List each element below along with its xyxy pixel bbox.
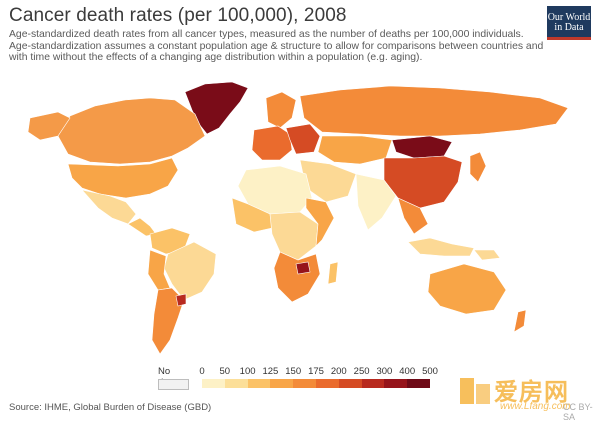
legend-tick-label: 200 [330,366,347,377]
region-southeast-asia[interactable] [397,197,429,235]
watermark-logo-icon [460,378,490,404]
license-note: CC BY-SA [563,402,593,422]
region-eastern-europe[interactable] [285,123,321,155]
legend-tick-label: 250 [353,366,370,377]
legend-color-swatch [338,379,362,388]
legend-tick-label: 100 [239,366,256,377]
region-madagascar[interactable] [327,261,339,285]
watermark-brand: 爱房网 [494,379,569,406]
subtitle-line-1: Age-standardized death rates from all ca… [9,29,524,40]
legend-tick-label: 0 [199,366,205,377]
legend-color-swatch [407,379,430,388]
subtitle-line-2: Age-standardization assumes a constant p… [9,40,544,52]
watermark: 爱房网 www.Lfang.com [456,372,594,416]
legend-tick-label: 500 [422,366,438,377]
subtitle-line-3: with time without the effects of a chang… [9,52,423,64]
region-central-asia[interactable] [317,135,393,165]
owid-logo[interactable]: Our World in Data [547,6,591,40]
legend-tick-label: 50 [219,366,231,377]
chart-subtitle: Age-standardized death rates from all ca… [9,29,544,64]
legend-color-swatch [270,379,294,388]
region-usa[interactable] [67,157,179,199]
legend-no-data-swatch [158,379,189,390]
region-southern-cone[interactable] [151,287,185,355]
region-japan[interactable] [469,151,487,183]
region-uruguay[interactable] [175,293,187,307]
legend-color-swatch [293,379,316,388]
region-papua[interactable] [473,249,501,261]
legend-tick-label: 400 [399,366,416,377]
region-east-africa[interactable] [305,197,335,247]
region-western-europe[interactable] [251,125,293,161]
logo-line-1: Our World [547,12,591,23]
region-mongolia[interactable] [391,135,453,159]
region-canada[interactable] [57,97,206,165]
legend-color-swatch [224,379,248,388]
legend-tick-label: 175 [308,366,324,377]
source-note: Source: IHME, Global Burden of Disease (… [9,402,212,413]
legend-tick-label: 300 [376,366,393,377]
logo-line-2: in Data [554,22,584,33]
region-new-zealand[interactable] [513,309,527,333]
world-choropleth-map [27,81,569,355]
region-mexico[interactable] [81,189,137,225]
legend-color-swatch [247,379,271,388]
region-scandinavia[interactable] [265,91,297,129]
watermark-url: www.Lfang.com [500,401,571,412]
legend-tick-label: 125 [262,366,279,377]
region-indonesia[interactable] [407,237,475,257]
region-brazil[interactable] [163,241,217,301]
legend-color-swatch [316,379,339,388]
region-australia[interactable] [427,263,507,315]
region-india[interactable] [355,173,397,231]
legend-color-swatch [361,379,385,388]
region-china[interactable] [383,155,463,209]
region-central-america[interactable] [127,217,157,237]
legend-tick-label: 150 [285,366,302,377]
legend-color-swatch [384,379,408,388]
legend-color-swatch [202,379,225,388]
region-russia[interactable] [299,85,569,137]
chart-title: Cancer death rates (per 100,000), 2008 [9,5,347,26]
region-alaska[interactable] [27,111,71,141]
region-zimbabwe[interactable] [295,261,311,275]
region-central-africa[interactable] [269,211,319,261]
logo-accent-bar [547,37,591,40]
region-southern-africa[interactable] [273,251,321,303]
